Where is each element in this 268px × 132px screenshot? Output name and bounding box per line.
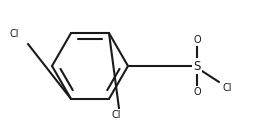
Text: Cl: Cl xyxy=(9,29,19,39)
Text: S: S xyxy=(193,60,201,72)
Text: Cl: Cl xyxy=(111,110,121,120)
Text: O: O xyxy=(193,87,201,97)
Text: Cl: Cl xyxy=(222,83,232,93)
Text: O: O xyxy=(193,35,201,45)
